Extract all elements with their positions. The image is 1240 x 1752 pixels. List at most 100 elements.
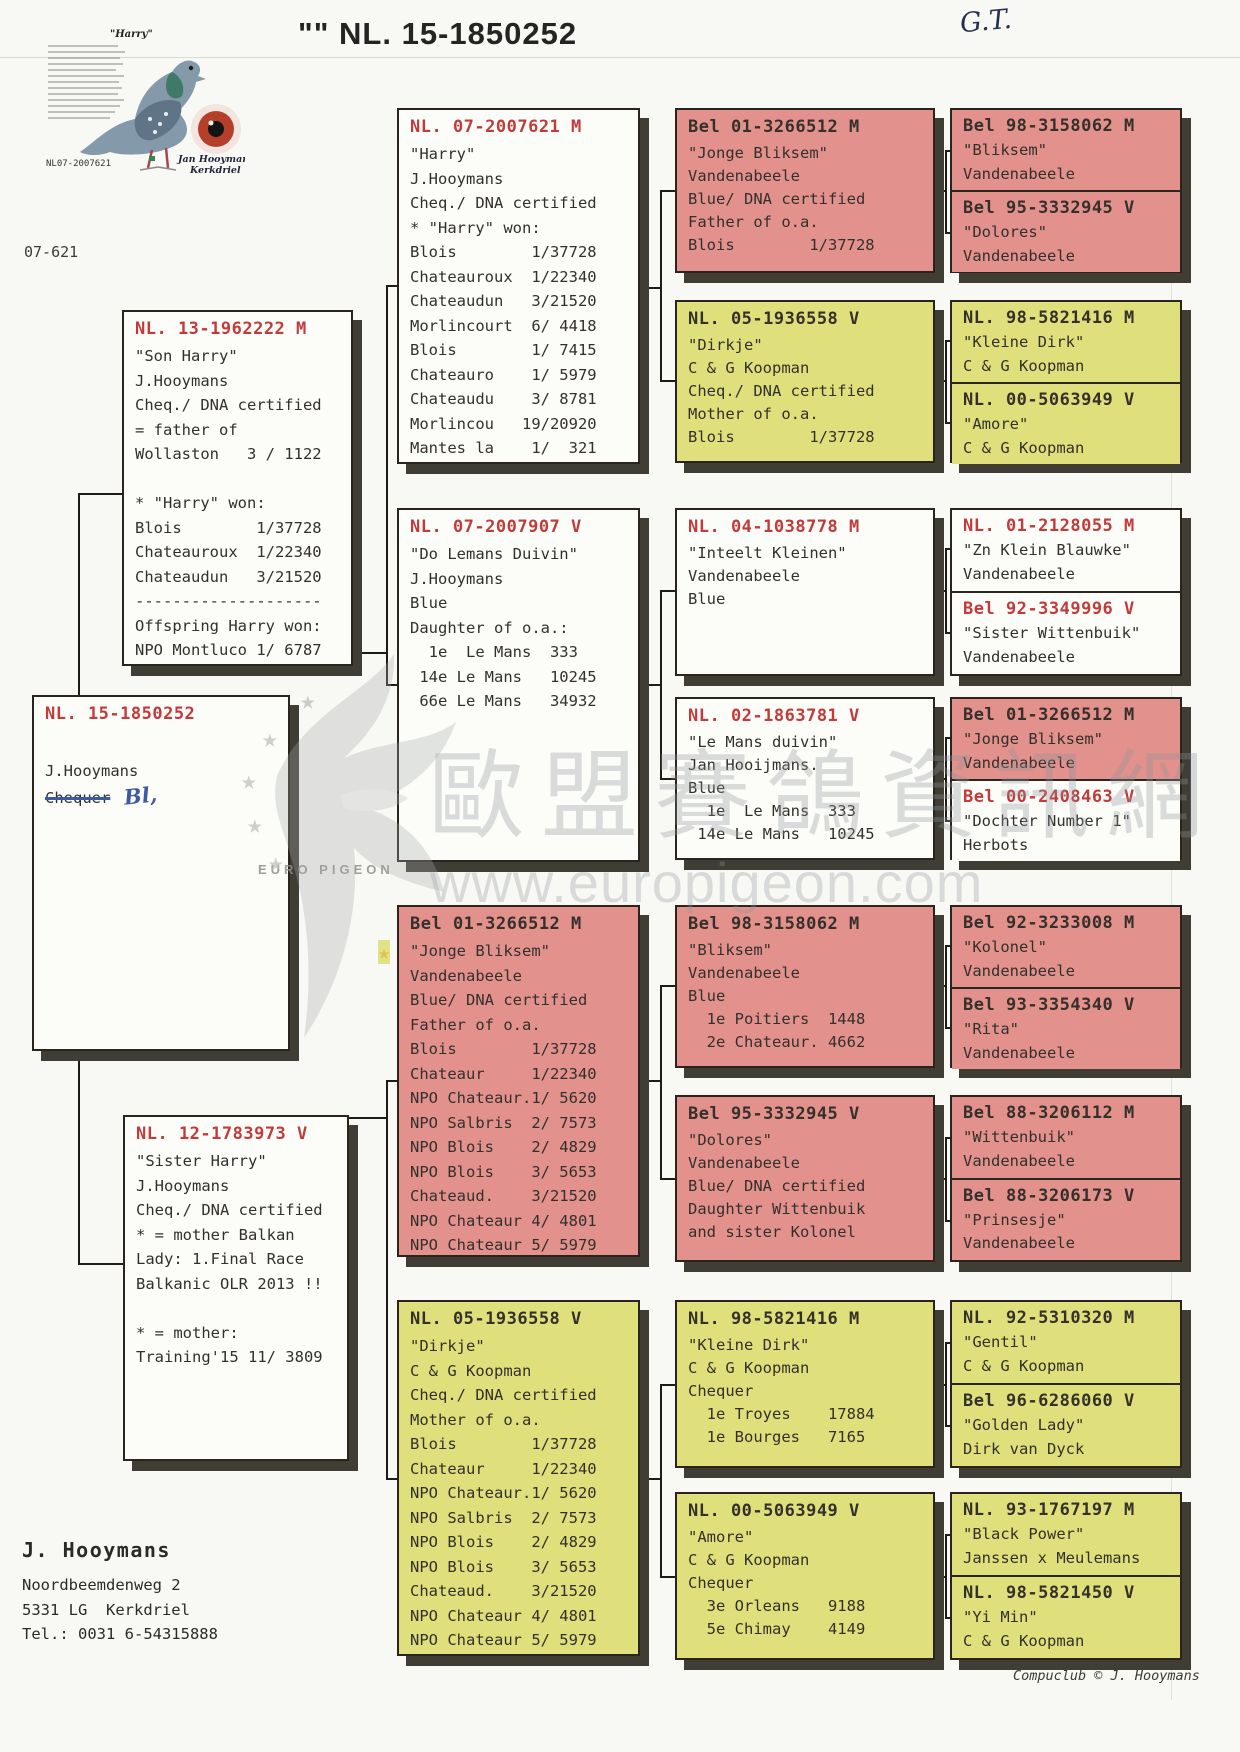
text-line: "Amore" bbox=[688, 1528, 754, 1546]
handwritten-correction: Bl, bbox=[123, 780, 159, 810]
pedigree-pairbox-gentil-goldenlady: NL. 92-5310320 M "Gentil" C & G Koopman B… bbox=[950, 1300, 1182, 1468]
connector-line bbox=[386, 684, 397, 686]
connector-line bbox=[945, 945, 950, 947]
connector-line bbox=[935, 985, 945, 987]
text-line: NPO Blois 3/ 5653 bbox=[410, 1557, 597, 1576]
ring-number: NL. 98-5821450 V bbox=[963, 1583, 1135, 1603]
text-line: "Golden Lady" bbox=[963, 1416, 1085, 1434]
text-line: "Inteelt Kleinen" bbox=[688, 544, 847, 562]
text-line: NPO Salbris 2/ 7573 bbox=[410, 1113, 597, 1132]
address-line: 5331 LG Kerkdriel bbox=[22, 1600, 190, 1619]
text-line: Mother of o.a. bbox=[688, 405, 819, 423]
text-line: NPO Salbris 2/ 7573 bbox=[410, 1508, 597, 1527]
pedigree-box-nl-13-1962222: NL. 13-1962222 M "Son Harry" J.Hooymans Ch… bbox=[122, 310, 353, 666]
connector-line bbox=[660, 1384, 675, 1386]
text-line: 66e Le Mans 34932 bbox=[410, 692, 597, 710]
text-line: "Kleine Dirk" bbox=[963, 333, 1085, 351]
pedigree-box-bel-01-3266512-short: Bel 01-3266512 M "Jonge Bliksem" Vandenab… bbox=[675, 108, 935, 273]
connector-line bbox=[386, 285, 397, 287]
box-text: "Jonge Bliksem" Vandenabeele bbox=[963, 728, 1170, 775]
connector-line bbox=[945, 1534, 947, 1617]
text-line: NPO Blois 2/ 4829 bbox=[410, 1138, 597, 1156]
address-line: Noordbeemdenweg 2 bbox=[22, 1576, 181, 1594]
connector-line bbox=[660, 380, 675, 382]
connector-line bbox=[945, 945, 947, 1027]
text-line: Lady: 1.Final Race bbox=[136, 1250, 304, 1268]
pair-section: NL. 92-5310320 M "Gentil" C & G Koopman bbox=[952, 1302, 1180, 1383]
text-line: Morlincou 19/20920 bbox=[410, 414, 597, 433]
text-line: "Bliksem" bbox=[963, 141, 1047, 159]
text-line: "Dolores" bbox=[963, 223, 1047, 241]
handwritten-initials: G.T. bbox=[958, 3, 1014, 40]
text-line: Cheq./ DNA certified bbox=[688, 382, 875, 400]
connector-line bbox=[945, 1425, 950, 1427]
connector-line bbox=[640, 684, 660, 686]
text-line: Blue bbox=[688, 987, 726, 1005]
text-line: 2e Chateaur. 4662 bbox=[688, 1033, 866, 1051]
connector-line bbox=[945, 1617, 950, 1619]
text-line: * = mother Balkan bbox=[136, 1225, 295, 1244]
text-line: Blois 1/37728 bbox=[688, 236, 875, 254]
text-line: C & G Koopman bbox=[688, 1359, 810, 1377]
pedigree-box-nl-05-1936558-short: NL. 05-1936558 V "Dirkje" C & G Koopman Ch… bbox=[675, 300, 935, 463]
pair-section: NL. 98-5821450 V "Yi Min" C & G Koopman bbox=[952, 1575, 1180, 1658]
box-text: "Sister Wittenbuik" Vandenabeele bbox=[963, 622, 1170, 669]
text-line: Chateauro 1/ 5979 bbox=[410, 365, 597, 384]
box-text: "Son Harry" J.Hooymans Cheq./ DNA certifie… bbox=[135, 344, 341, 663]
text-line: NPO Chateaur 4/ 4801 bbox=[410, 1211, 597, 1230]
text-line: = father of bbox=[135, 420, 238, 439]
text-line: Vandenabeele bbox=[688, 167, 800, 185]
box-text: "Bliksem" Vandenabeele Blue 1e Poitiers 14… bbox=[688, 939, 923, 1054]
text-line: Vandenabeele bbox=[963, 1151, 1075, 1170]
star-icon: ★ bbox=[300, 686, 316, 716]
title-ditto-mark: "" bbox=[298, 16, 330, 51]
ring-number: Bel 00-2408463 V bbox=[963, 787, 1135, 807]
text-line: Chateaur 1/22340 bbox=[410, 1459, 597, 1478]
text-line: Vandenabeele bbox=[688, 1154, 800, 1172]
text-line: Blois 1/37728 bbox=[410, 1040, 597, 1058]
text-line: Daughter Wittenbuik bbox=[688, 1200, 866, 1218]
text-line: "Harry" bbox=[410, 145, 476, 163]
pedigree-box-bel-98-3158062: Bel 98-3158062 M "Bliksem" Vandenabeele Bl… bbox=[675, 905, 935, 1068]
text-line: "Black Power" bbox=[963, 1525, 1085, 1543]
pedigree-pairbox-blackpower-yimin: NL. 93-1767197 M "Black Power" Janssen x … bbox=[950, 1492, 1182, 1660]
text-line: 14e Le Mans 10245 bbox=[410, 667, 597, 686]
connector-line bbox=[945, 232, 950, 234]
connector-line bbox=[660, 778, 675, 780]
text-line: Chequer bbox=[688, 1382, 754, 1400]
box-text: "Jonge Bliksem" Vandenabeele Blue/ DNA cer… bbox=[688, 142, 923, 257]
ring-number: NL. 15-1850252 bbox=[45, 704, 196, 724]
pedigree-box-nl-02-1863781: NL. 02-1863781 V "Le Mans duivin" Jan Hoo… bbox=[675, 697, 935, 860]
ring-number: Bel 88-3206173 V bbox=[963, 1185, 1135, 1206]
star-icon: ★ bbox=[378, 940, 391, 964]
text-line: * "Harry" won: bbox=[410, 218, 541, 237]
box-text: "Dolores" Vandenabeele bbox=[963, 221, 1170, 268]
connector-line bbox=[640, 1080, 660, 1082]
text-line: "Jonge Bliksem" bbox=[410, 942, 550, 960]
connector-line bbox=[945, 1534, 950, 1536]
connector-line bbox=[945, 737, 947, 820]
pigeon-photo: "Harry" bbox=[40, 24, 255, 183]
ring-number: NL. 07-2007621 M bbox=[410, 117, 582, 137]
text-line: 1e Le Mans 333 bbox=[688, 802, 856, 820]
connector-line bbox=[660, 190, 675, 192]
text-line: J.Hooymans bbox=[136, 1176, 230, 1195]
connector-line bbox=[660, 590, 675, 592]
text-line: Chateauroux 1/22340 bbox=[135, 543, 322, 561]
connector-line bbox=[386, 285, 388, 684]
text-line: C & G Koopman bbox=[688, 1551, 810, 1569]
text-line: "Jonge Bliksem" bbox=[688, 144, 828, 162]
text-line: J.Hooymans bbox=[410, 169, 504, 188]
text-line: -------------------- bbox=[135, 592, 322, 610]
text-line: Vandenabeele bbox=[963, 164, 1075, 183]
connector-line bbox=[945, 1342, 947, 1425]
ring-number: Bel 93-3354340 V bbox=[963, 995, 1135, 1015]
text-line: Blois 1/37728 bbox=[410, 243, 597, 261]
box-text: "Sister Harry" J.Hooymans Cheq./ DNA certi… bbox=[136, 1149, 337, 1370]
photo-caption-city: Kerkdriel bbox=[189, 165, 241, 176]
text-line: Blois 1/37728 bbox=[410, 1435, 597, 1453]
box-text: "Kolonel" Vandenabeele bbox=[963, 936, 1170, 983]
pair-section: Bel 98-3158062 M "Bliksem" Vandenabeele bbox=[952, 110, 1180, 190]
pair-section: Bel 01-3266512 M "Jonge Bliksem" Vandenab… bbox=[952, 699, 1180, 779]
connector-line bbox=[935, 1178, 945, 1180]
